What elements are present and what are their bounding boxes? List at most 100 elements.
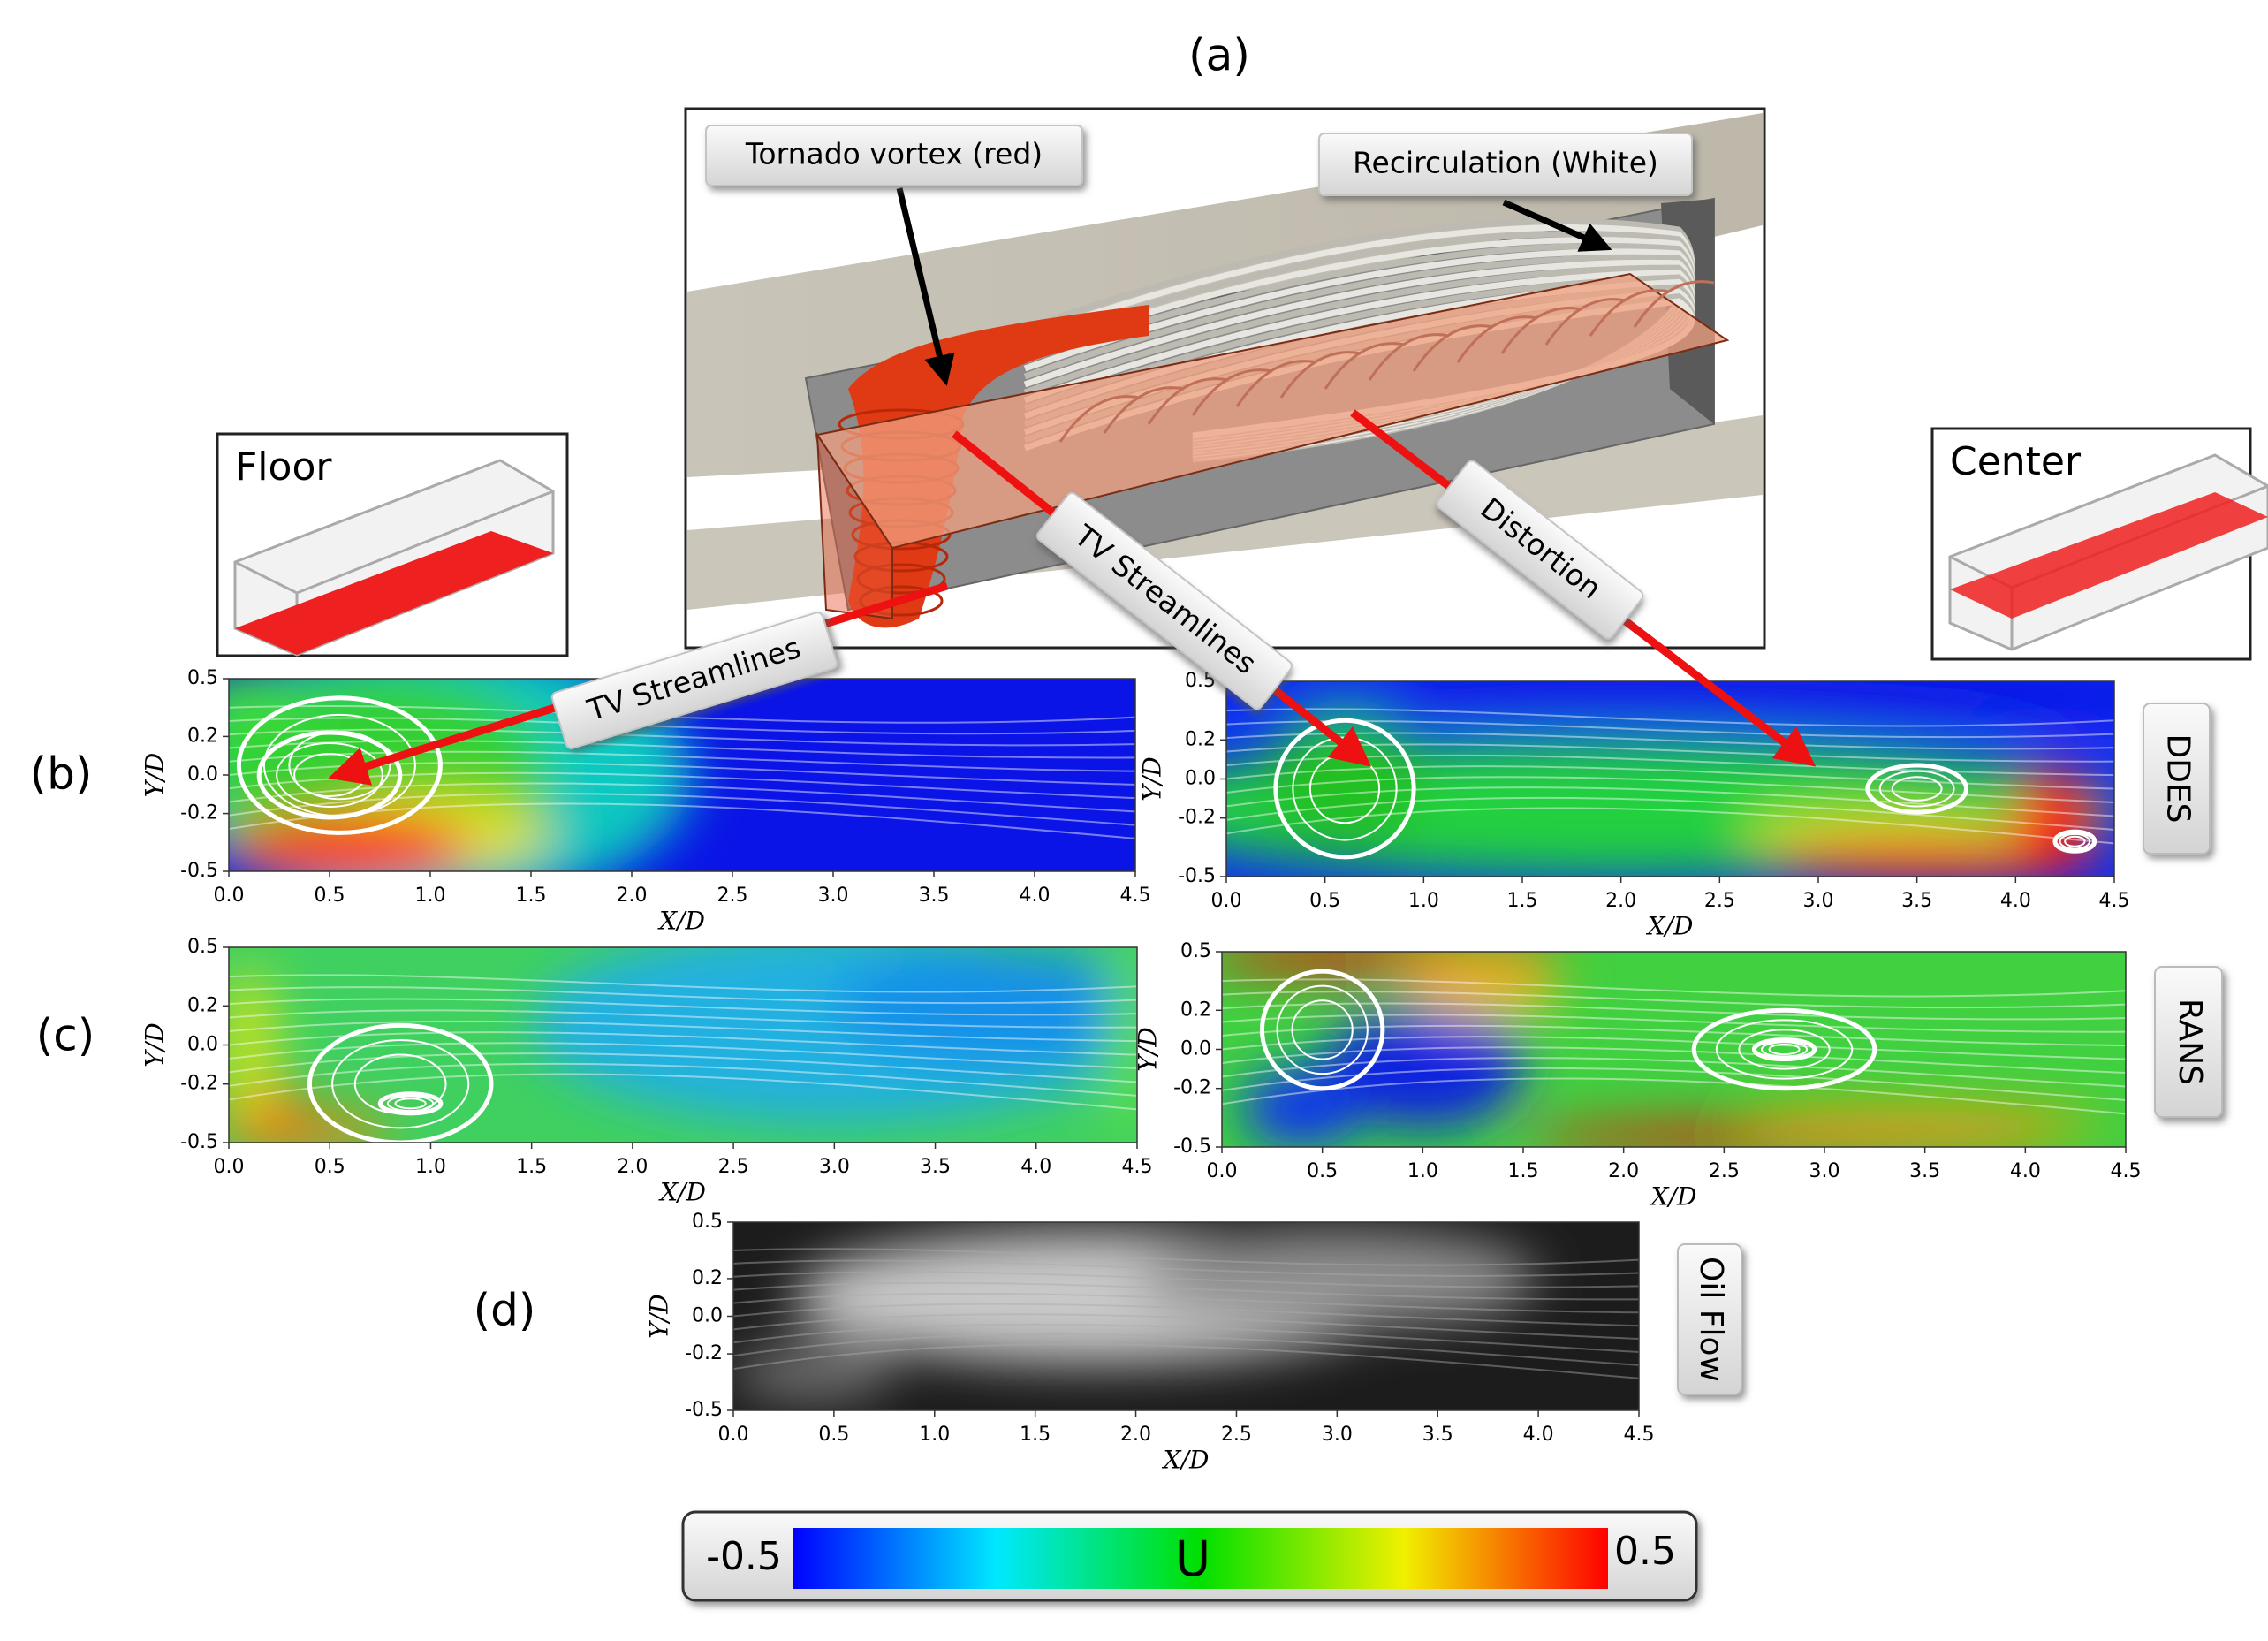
vortex-ring (859, 585, 944, 617)
x-tick-label: 0.0 (214, 885, 245, 907)
x-tick-label: 0.5 (315, 1156, 345, 1178)
side-tab-label: DDES (2160, 733, 2196, 823)
y-axis-label: Y/D (1138, 756, 1167, 801)
y-tick-label: 0.0 (1185, 768, 1216, 790)
plot: 0.0 0.5 1.0 1.5 2.0 2.5 3.0 3.5 4.0 4.5 -0.5 -0.2 0.… (140, 936, 1153, 1207)
callout-text: Tornado vortex (red) (745, 137, 1043, 171)
side-tab (2154, 966, 2223, 1118)
vortex-streamline (236, 695, 443, 835)
plane-streak (1500, 307, 1582, 354)
streamline (733, 1303, 1639, 1327)
field-blob (1265, 710, 1424, 847)
streamline (229, 793, 1135, 826)
x-tick-label: 3.0 (819, 1156, 850, 1178)
y-tick-label: 0.5 (1180, 940, 1211, 962)
y-tick-label: -0.2 (180, 802, 218, 824)
x-tick-label: 4.5 (1120, 885, 1151, 907)
x-tick-label: 2.0 (617, 885, 648, 907)
field-blob (1402, 961, 1564, 1021)
vortex-streamline (262, 713, 416, 817)
streamline (733, 1333, 1639, 1366)
y-tick-label: 0.2 (187, 994, 218, 1016)
plane-streak (1191, 368, 1273, 416)
field-blob (1779, 841, 2095, 877)
x-tick-label: 2.0 (617, 1156, 648, 1178)
y-tick-label: 0.5 (187, 667, 218, 689)
colorbar-variable: U (1175, 1531, 1210, 1587)
plane-streak (1235, 360, 1317, 407)
streamline (1226, 796, 2114, 831)
x-tick-label: 4.5 (1122, 1156, 1153, 1178)
plane-streak (1103, 386, 1185, 434)
vortex-streamline (394, 1098, 427, 1110)
vortex-streamline (1768, 1043, 1801, 1056)
streamline (229, 1009, 1137, 1029)
field-blobs (733, 1231, 1539, 1402)
vortex-streamline (1751, 1037, 1817, 1062)
field-blob (229, 815, 471, 871)
callout-box (705, 125, 1083, 186)
x-axis-label: X/D (1162, 1446, 1210, 1475)
x-tick-label: 2.5 (718, 1156, 749, 1178)
callout-box (550, 612, 838, 749)
x-axis-label: X/D (657, 907, 705, 936)
streamline (229, 1020, 1137, 1043)
plane-streak (1633, 280, 1715, 328)
plane-streak (1456, 315, 1538, 363)
vortex-streamline (1738, 1029, 1831, 1070)
panel-label: (d) (474, 1285, 536, 1336)
vortex-streamline (1865, 763, 1969, 815)
x-tick-label: 2.0 (1605, 890, 1636, 912)
field-blob (1135, 1231, 1539, 1326)
colorbar-min: -0.5 (706, 1534, 782, 1579)
side-tab (2143, 703, 2211, 855)
plane-streak (1368, 333, 1450, 381)
y-tick-label: 0.5 (692, 1211, 723, 1233)
x-axis-label: X/D (1650, 1182, 1697, 1212)
x-tick-label: 1.5 (516, 885, 547, 907)
field (733, 1222, 1639, 1410)
arrow (1502, 199, 1612, 252)
side-tab-label: Oil Flow (1693, 1257, 1729, 1382)
y-tick-label: -0.5 (1173, 1136, 1211, 1158)
y-tick-label: 0.0 (187, 764, 218, 786)
vortex-streamline (1878, 770, 1955, 808)
y-tick-label: -0.5 (685, 1399, 723, 1421)
x-tick-label: 1.5 (516, 1156, 547, 1178)
x-tick-label: 1.5 (1020, 1424, 1051, 1446)
y-tick-label: 0.0 (1180, 1038, 1211, 1060)
x-tick-label: 1.0 (415, 885, 446, 907)
field-blob (834, 947, 1137, 1065)
x-tick-label: 4.5 (2111, 1160, 2142, 1182)
x-tick-label: 1.0 (919, 1424, 950, 1446)
vortex-ring (856, 563, 946, 595)
streamline (229, 1062, 1137, 1097)
streamline (1222, 1014, 2126, 1033)
center-plane (1950, 492, 2268, 619)
floor-plane (235, 531, 553, 655)
x-tick-label: 3.5 (919, 885, 950, 907)
x-tick-label: 3.5 (1422, 1424, 1453, 1446)
vortex-streamline (1691, 1007, 1877, 1091)
x-tick-label: 0.0 (214, 1156, 245, 1178)
arrow (896, 187, 955, 386)
x-tick-label: 0.5 (1309, 890, 1340, 912)
vortex-streamline (1891, 776, 1943, 802)
callout-text: Recirculation (White) (1353, 146, 1658, 180)
field-blob (229, 679, 310, 727)
y-tick-label: 0.0 (692, 1305, 723, 1327)
streamline (733, 1281, 1639, 1301)
y-axis-label: Y/D (140, 753, 170, 797)
y-axis-label: Y/D (140, 1022, 170, 1067)
x-tick-label: 4.0 (2000, 890, 2031, 912)
panel-label: (a) (1188, 30, 1250, 81)
vortex-streamline (1291, 999, 1354, 1060)
plane-streak (1412, 324, 1494, 372)
callout-box (1036, 491, 1293, 710)
vortex-streamline (1276, 984, 1369, 1075)
plot: 0.0 0.5 1.0 1.5 2.0 2.5 3.0 3.5 4.0 4.5 -0.5 -0.2 0.… (1134, 940, 2142, 1212)
y-axis-label: Y/D (645, 1294, 674, 1338)
panel-a (684, 107, 1766, 650)
panel-label: (c) (36, 1010, 95, 1061)
y-tick-label: -0.2 (1173, 1077, 1211, 1099)
